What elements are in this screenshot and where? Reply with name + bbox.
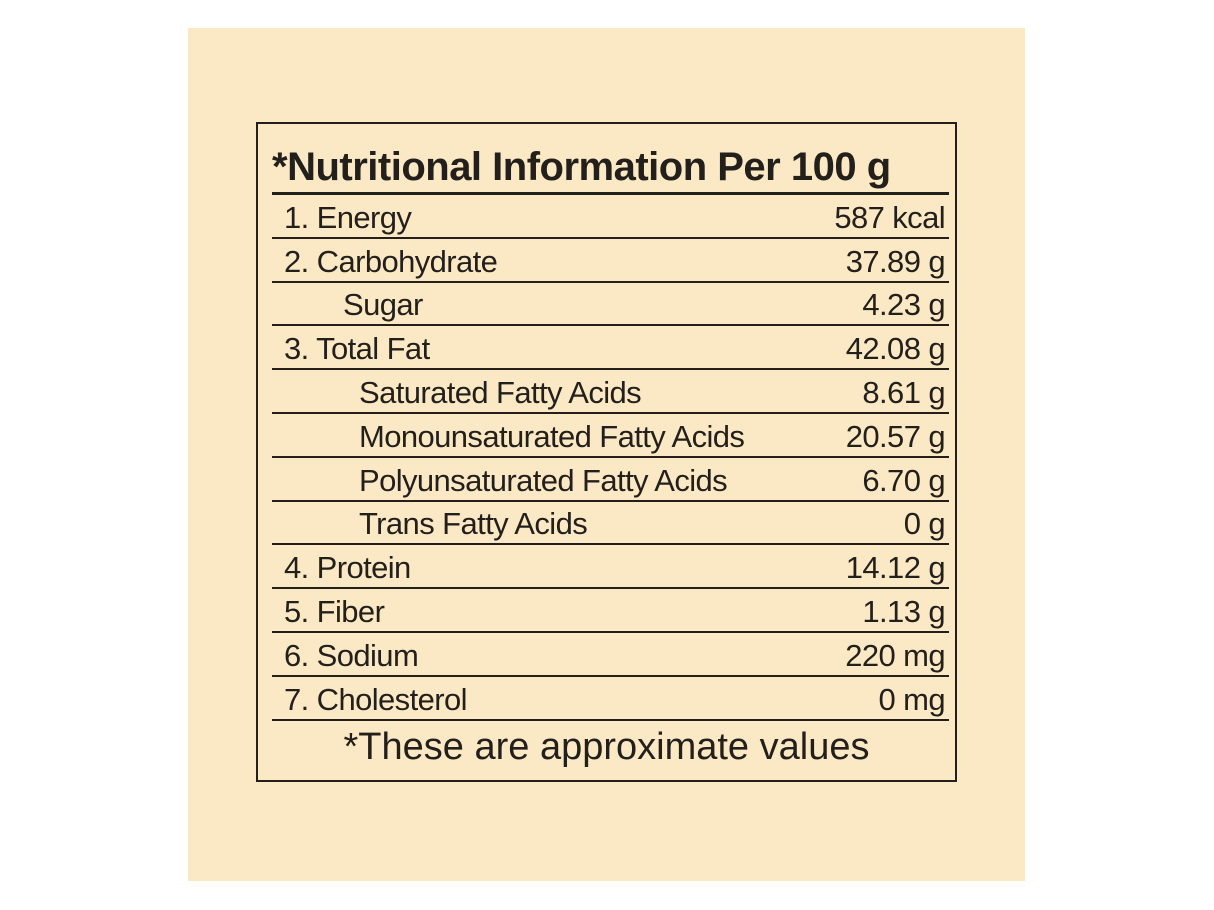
nutrient-name: Sugar [343,287,423,323]
nutrient-row-sodium: 6. Sodium 220 mg [272,633,949,677]
nutrient-name: Saturated Fatty Acids [359,374,642,410]
title-divider [272,192,949,195]
label-panel: *Nutritional Information Per 100 g 1. En… [188,28,1025,881]
nutrient-name: 3. Total Fat [284,331,430,367]
nutrient-value: 8.61 g [862,374,945,410]
nutrient-row-carbohydrate: 2. Carbohydrate 37.89 g [272,239,949,283]
nutrient-name: 6. Sodium [284,637,419,673]
nutrient-name: 5. Fiber [284,593,385,629]
nutrient-row-saturated-fatty-acids: Saturated Fatty Acids 8.61 g [272,370,949,414]
nutrient-name: 1. Energy [284,199,412,235]
nutrient-name: Trans Fatty Acids [359,506,588,542]
nutrient-value: 42.08 g [845,331,946,367]
nutrient-row-energy: 1. Energy 587 kcal [272,195,949,239]
nutrient-row-sugar: Sugar 4.23 g [272,283,949,327]
nutrient-value: 1.13 g [862,593,945,629]
nutrition-title: *Nutritional Information Per 100 g [272,145,891,189]
nutrient-row-fiber: 5. Fiber 1.13 g [272,589,949,633]
nutrient-row-protein: 4. Protein 14.12 g [272,545,949,590]
nutrition-facts-box: *Nutritional Information Per 100 g 1. En… [256,122,957,782]
nutrient-row-polyunsaturated-fatty-acids: Polyunsaturated Fatty Acids 6.70 g [272,458,949,502]
nutrient-name: Polyunsaturated Fatty Acids [359,462,728,498]
nutrient-value: 20.57 g [845,418,946,454]
nutrient-value: 37.89 g [845,243,946,279]
nutrient-row-trans-fatty-acids: Trans Fatty Acids 0 g [272,502,949,546]
nutrient-value: 0 mg [878,681,945,717]
nutrient-value: 0 g [903,506,946,542]
nutrient-row-total-fat: 3. Total Fat 42.08 g [272,326,949,371]
nutrient-row-cholesterol: 7. Cholesterol 0 mg [272,677,949,721]
nutrient-row-monounsaturated-fatty-acids: Monounsaturated Fatty Acids 20.57 g [272,414,949,458]
nutrient-value: 220 mg [845,637,945,673]
nutrient-value: 587 kcal [834,199,945,235]
nutrient-name: 2. Carbohydrate [284,243,498,279]
nutrient-name: 7. Cholesterol [284,681,467,717]
nutrient-value: 6.70 g [862,462,945,498]
nutrient-name: Monounsaturated Fatty Acids [359,418,745,454]
nutrient-value: 4.23 g [862,287,945,323]
nutrient-value: 14.12 g [845,550,946,586]
approximate-values-footnote: *These are approximate values [343,726,870,768]
nutrient-name: 4. Protein [284,550,411,586]
nutrient-table: 1. Energy 587 kcal 2. Carbohydrate 37.89… [272,195,949,721]
